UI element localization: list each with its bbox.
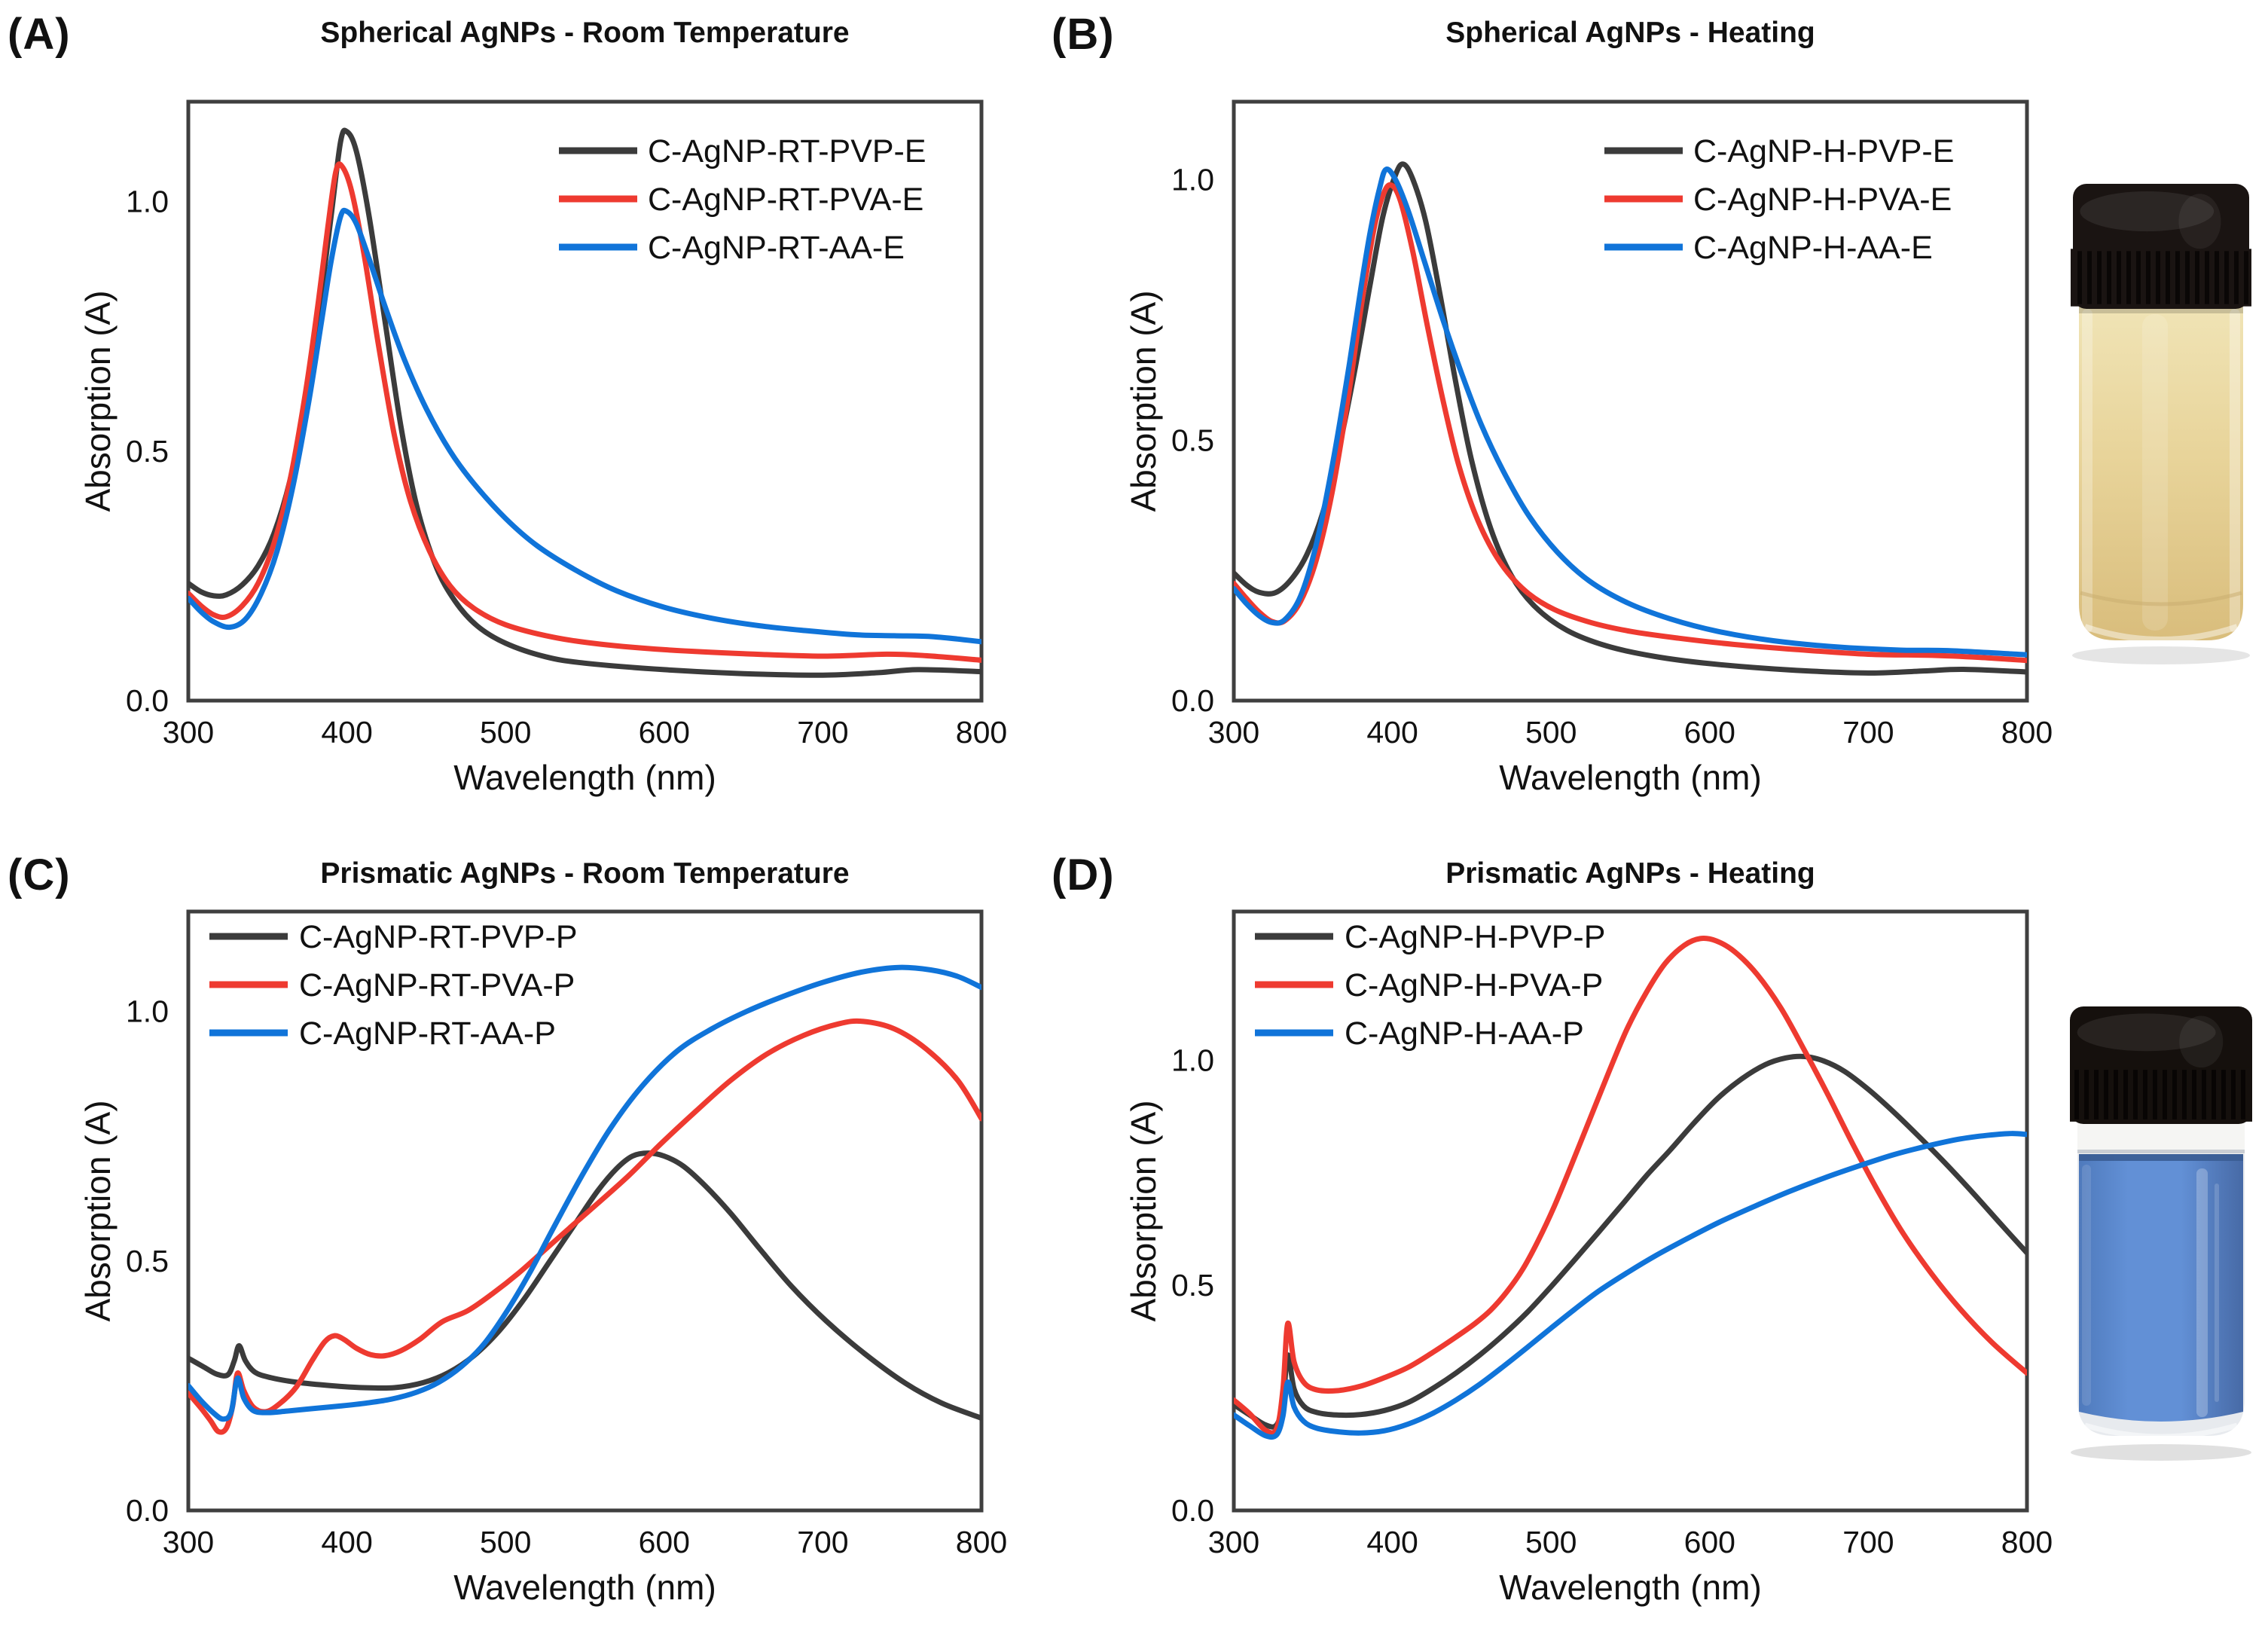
panel-label-b: (B) xyxy=(1052,10,1115,59)
y-tick-label: 0.0 xyxy=(126,683,169,718)
x-tick-label: 500 xyxy=(1525,1525,1577,1559)
x-tick-label: 500 xyxy=(480,715,531,750)
x-tick-label: 600 xyxy=(639,1525,690,1559)
plot-frame-C xyxy=(186,909,984,1513)
x-tick-label: 300 xyxy=(163,715,214,750)
plot-frame-B xyxy=(1232,99,2029,703)
chart-spherical-room-temperature: 0.0 0.5 1.0 300 400 500 600 700 800 Absorption (A… xyxy=(78,99,1007,797)
series-curve-C-AgNP-H-AA-P xyxy=(1234,1131,2027,1440)
x-tick-label: 400 xyxy=(1366,1525,1418,1559)
x-tick-label: 800 xyxy=(956,715,1007,750)
y-tick-label: 1.0 xyxy=(126,994,169,1029)
plot-frame-A xyxy=(186,99,984,703)
series-curve-C-AgNP-H-AA-E xyxy=(1234,166,2027,658)
x-tick-label: 600 xyxy=(639,715,690,750)
vial-liquid xyxy=(2079,1154,2243,1422)
y-tick-label: 0.5 xyxy=(1171,1268,1214,1303)
legend-label-C-AgNP-RT-AA-P: C-AgNP-RT-AA-P xyxy=(299,1015,556,1052)
vial-photo-yellow-colloid xyxy=(2071,184,2251,664)
legend-label-C-AgNP-H-PVA-P: C-AgNP-H-PVA-P xyxy=(1345,967,1603,1003)
panel-label-c: (C) xyxy=(8,851,71,899)
y-tick-label: 0.5 xyxy=(1171,423,1214,457)
chart-b-title: Spherical AgNPs - Heating xyxy=(1445,17,1815,49)
legend-label-C-AgNP-RT-PVA-P: C-AgNP-RT-PVA-P xyxy=(299,967,575,1003)
legend-label-C-AgNP-H-AA-E: C-AgNP-H-AA-E xyxy=(1693,230,1933,266)
series-curve-C-AgNP-H-PVA-E xyxy=(1234,182,2027,664)
x-tick-label: 300 xyxy=(1208,1525,1259,1559)
x-tick-label: 300 xyxy=(1208,715,1259,750)
plot-frame-D xyxy=(1232,909,2029,1513)
x-tick-label: 600 xyxy=(1684,715,1735,750)
y-tick-label: 0.0 xyxy=(126,1493,169,1528)
vial-photo-blue-colloid xyxy=(2070,1006,2252,1461)
legend-label-C-AgNP-RT-PVP-P: C-AgNP-RT-PVP-P xyxy=(299,919,578,955)
chart-a-title: Spherical AgNPs - Room Temperature xyxy=(320,17,850,49)
x-tick-label: 300 xyxy=(163,1525,214,1559)
series-curve-C-AgNP-RT-AA-E xyxy=(188,207,981,645)
series-curve-C-AgNP-RT-PVA-E xyxy=(188,161,981,663)
y-axis-title: Absorption (A) xyxy=(1124,1100,1163,1321)
series-curve-C-AgNP-RT-PVP-P xyxy=(188,1150,981,1421)
x-tick-label: 700 xyxy=(797,715,848,750)
x-tick-label: 700 xyxy=(1842,1525,1894,1559)
y-tick-label: 0.5 xyxy=(126,434,169,469)
panel-label-d: (D) xyxy=(1052,851,1115,899)
x-tick-label: 600 xyxy=(1684,1525,1735,1559)
y-axis-title: Absorption (A) xyxy=(78,290,118,512)
y-axis-title: Absorption (A) xyxy=(1124,290,1163,512)
y-tick-label: 1.0 xyxy=(1171,1043,1214,1077)
y-axis-title: Absorption (A) xyxy=(78,1100,118,1321)
y-tick-label: 0.0 xyxy=(1171,1493,1214,1528)
legend-label-C-AgNP-RT-PVP-E: C-AgNP-RT-PVP-E xyxy=(648,133,926,170)
chart-c-title: Prismatic AgNPs - Room Temperature xyxy=(320,857,850,890)
chart-d-title: Prismatic AgNPs - Heating xyxy=(1445,857,1815,890)
series-curve-C-AgNP-H-PVP-E xyxy=(1234,161,2027,676)
series-curve-C-AgNP-RT-PVA-P xyxy=(188,1018,981,1435)
x-tick-label: 400 xyxy=(1366,715,1418,750)
chart-spherical-heating: 0.0 0.5 1.0 300 400 500 600 700 800 Absorption (A… xyxy=(1124,99,2053,797)
legend-label-C-AgNP-H-AA-P: C-AgNP-H-AA-P xyxy=(1345,1015,1584,1052)
x-tick-label: 700 xyxy=(1842,715,1894,750)
x-tick-label: 800 xyxy=(956,1525,1007,1559)
x-axis-title: Wavelength (nm) xyxy=(453,1568,716,1607)
x-tick-label: 400 xyxy=(321,1525,372,1559)
x-axis-title: Wavelength (nm) xyxy=(1499,758,1762,797)
y-tick-label: 0.5 xyxy=(126,1244,169,1278)
y-tick-label: 1.0 xyxy=(126,185,169,219)
x-tick-label: 500 xyxy=(480,1525,531,1559)
chart-prismatic-room-temperature: 0.0 0.5 1.0 300 400 500 600 700 800 Absorption (A… xyxy=(78,909,1007,1607)
series-curve-C-AgNP-H-PVP-P xyxy=(1234,1053,2027,1430)
x-tick-label: 800 xyxy=(2001,1525,2053,1559)
legend-label-C-AgNP-H-PVP-E: C-AgNP-H-PVP-E xyxy=(1693,133,1954,170)
legend-label-C-AgNP-H-PVA-E: C-AgNP-H-PVA-E xyxy=(1693,182,1952,218)
x-tick-label: 800 xyxy=(2001,715,2053,750)
vial-liquid xyxy=(2079,303,2243,640)
y-tick-label: 1.0 xyxy=(1171,163,1214,197)
chart-prismatic-heating: 0.0 0.5 1.0 300 400 500 600 700 800 Absorption (A… xyxy=(1124,909,2053,1607)
legend-label-C-AgNP-RT-PVA-E: C-AgNP-RT-PVA-E xyxy=(648,182,923,218)
panel-label-a: (A) xyxy=(8,10,71,59)
legend-label-C-AgNP-RT-AA-E: C-AgNP-RT-AA-E xyxy=(648,230,905,266)
series-curve-C-AgNP-RT-AA-P xyxy=(188,964,981,1422)
x-tick-label: 400 xyxy=(321,715,372,750)
series-curve-C-AgNP-H-PVA-P xyxy=(1234,935,2027,1436)
x-axis-title: Wavelength (nm) xyxy=(453,758,716,797)
x-axis-title: Wavelength (nm) xyxy=(1499,1568,1762,1607)
legend-label-C-AgNP-H-PVP-P: C-AgNP-H-PVP-P xyxy=(1345,919,1605,955)
x-tick-label: 500 xyxy=(1525,715,1577,750)
y-tick-label: 0.0 xyxy=(1171,683,1214,718)
x-tick-label: 700 xyxy=(797,1525,848,1559)
